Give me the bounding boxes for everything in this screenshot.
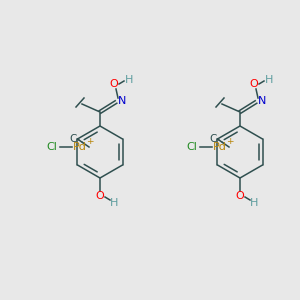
Text: H: H [110, 198, 118, 208]
Text: H: H [265, 75, 273, 85]
Text: O: O [250, 79, 258, 89]
Text: H: H [125, 75, 133, 85]
Text: N: N [258, 96, 266, 106]
Text: O: O [96, 191, 104, 201]
Text: H: H [250, 198, 258, 208]
Text: O: O [236, 191, 244, 201]
Text: C: C [69, 134, 76, 144]
Text: Cl: Cl [46, 142, 57, 152]
Text: Cl: Cl [187, 142, 197, 152]
Text: O: O [110, 79, 118, 89]
Text: N: N [118, 96, 126, 106]
Text: Pd: Pd [213, 142, 227, 152]
Text: +: + [226, 137, 234, 146]
Text: C: C [209, 134, 217, 144]
Text: Pd: Pd [73, 142, 87, 152]
Text: +: + [86, 137, 94, 146]
